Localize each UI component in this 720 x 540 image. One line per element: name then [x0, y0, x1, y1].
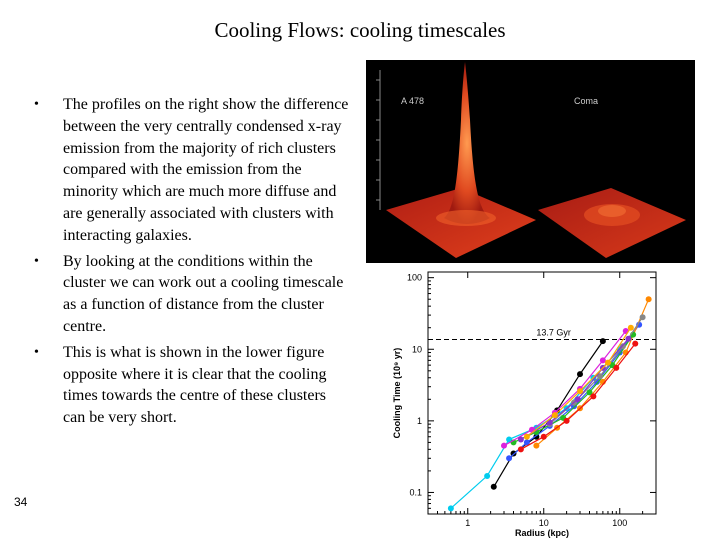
bullet-marker: •: [34, 253, 39, 269]
data-point: [599, 357, 606, 364]
data-point: [597, 373, 604, 380]
xray-axis-ticks: [376, 79, 380, 201]
data-point: [490, 483, 497, 490]
data-point: [506, 436, 513, 443]
x-tick-label: 100: [612, 518, 627, 528]
y-tick-label: 100: [407, 273, 422, 283]
data-point: [632, 340, 639, 347]
data-point: [501, 442, 507, 449]
data-point: [533, 442, 540, 449]
x-tick-label: 10: [539, 518, 549, 528]
data-point: [523, 439, 530, 446]
bullet-marker: •: [34, 97, 39, 112]
data-point: [613, 364, 620, 371]
x-axis-label: Radius (kpc): [515, 528, 569, 538]
data-point: [447, 505, 454, 512]
slide-number: 34: [14, 495, 28, 509]
x-tick-label: 1: [465, 518, 470, 528]
bullet-marker: •: [34, 344, 39, 360]
data-point: [574, 396, 581, 403]
xray-left-label: A 478: [401, 96, 424, 106]
bullet-item: • By looking at the conditions within th…: [30, 251, 350, 338]
y-axis-ticks: 100 10 1 0.1: [407, 273, 656, 515]
xray-left-peak: [444, 62, 490, 224]
data-point: [577, 371, 583, 378]
data-point: [517, 436, 524, 443]
data-point: [639, 314, 646, 321]
reference-line-label: 13.7 Gyr: [536, 327, 571, 337]
data-point: [590, 393, 597, 400]
xray-right-core: [598, 205, 626, 217]
bullet-list: • The profiles on the right show the dif…: [30, 94, 350, 433]
xray-right-label: Coma: [574, 96, 598, 106]
data-point: [523, 433, 530, 440]
series-line: [503, 330, 627, 447]
data-point: [506, 455, 513, 462]
data-point: [484, 472, 491, 479]
bullet-text: By looking at the conditions within the …: [63, 252, 344, 335]
y-axis-label: Cooling Time (10⁹ yr): [392, 348, 402, 439]
x-axis-ticks: 1 10 100: [427, 272, 657, 528]
data-point: [627, 324, 634, 331]
data-point: [645, 296, 652, 303]
xray-left-glow: [436, 210, 496, 226]
data-point: [540, 433, 547, 440]
bullet-text: The profiles on the right show the diffe…: [63, 96, 349, 244]
bullet-item: • The profiles on the right show the dif…: [30, 94, 350, 247]
chart-series: [447, 296, 652, 512]
y-tick-label: 0.1: [409, 487, 422, 497]
data-point: [599, 338, 606, 345]
bullet-item: • This is what is shown in the lower fig…: [30, 342, 350, 429]
data-point: [517, 446, 524, 453]
y-tick-label: 1: [417, 416, 422, 426]
series-line: [520, 343, 636, 450]
series-line: [513, 334, 634, 443]
data-point: [625, 335, 632, 342]
data-point: [563, 417, 570, 424]
plot-frame: [427, 271, 657, 515]
bullet-text: This is what is shown in the lower figur…: [63, 343, 327, 427]
data-point: [619, 343, 626, 350]
data-point: [533, 433, 540, 440]
slide-title: Cooling Flows: cooling timescales: [214, 18, 506, 42]
y-tick-label: 10: [412, 344, 422, 354]
data-point: [604, 359, 611, 366]
xray-surface-image: A 478 Coma: [366, 60, 695, 263]
data-point: [577, 388, 583, 395]
cooling-time-chart: 13.7 Gyr 100 10 1 0.1 1 10 100 Radius (kpc) C…: [392, 271, 657, 538]
data-point: [586, 389, 593, 396]
data-point: [551, 412, 558, 419]
